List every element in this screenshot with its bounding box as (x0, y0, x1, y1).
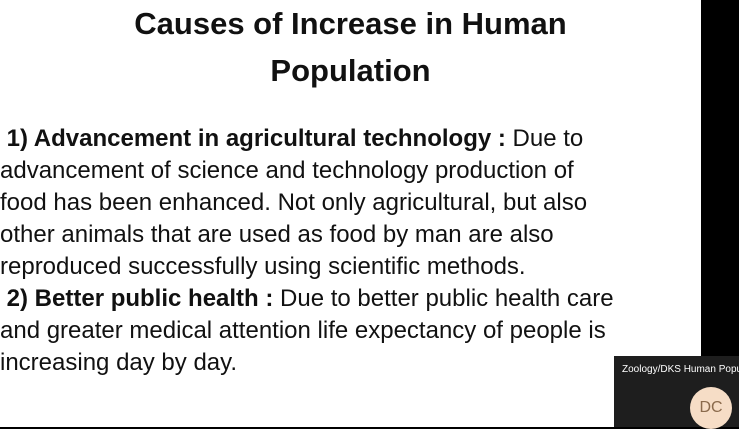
presentation-slide: Causes of Increase in Human Population 1… (0, 0, 701, 427)
point-2-heading: 2) Better public health : (6, 285, 274, 312)
slide-title-line-1: Causes of Increase in Human (134, 6, 567, 41)
point-1-line-5: reproduced successfully using scientific… (0, 253, 526, 280)
point-1-line-4: other animals that are used as food by m… (0, 221, 554, 248)
slide-body: 1) Advancement in agricultural technolog… (0, 123, 700, 379)
point-1-heading: 1) Advancement in agricultural technolog… (6, 125, 506, 152)
point-2-line-1: 2) Better public health : Due to better … (0, 283, 700, 315)
participant-name: Zoology/DKS Human Popu (622, 364, 739, 375)
slide-title-line-2: Population (270, 53, 431, 88)
point-2-line-3: increasing day by day. (0, 349, 238, 376)
point-2-line-2: and greater medical attention life expec… (0, 317, 606, 344)
side-black-strip (701, 0, 739, 427)
point-2-text: Due to better public health care (273, 285, 614, 312)
participant-avatar: DC (690, 387, 732, 429)
point-1-line-2: advancement of science and technology pr… (0, 157, 574, 184)
point-1-text: Due to (505, 125, 584, 152)
slide-title: Causes of Increase in Human Population (0, 0, 701, 94)
point-1-line-1: 1) Advancement in agricultural technolog… (0, 123, 700, 155)
point-1-line-3: food has been enhanced. Not only agricul… (0, 189, 588, 216)
